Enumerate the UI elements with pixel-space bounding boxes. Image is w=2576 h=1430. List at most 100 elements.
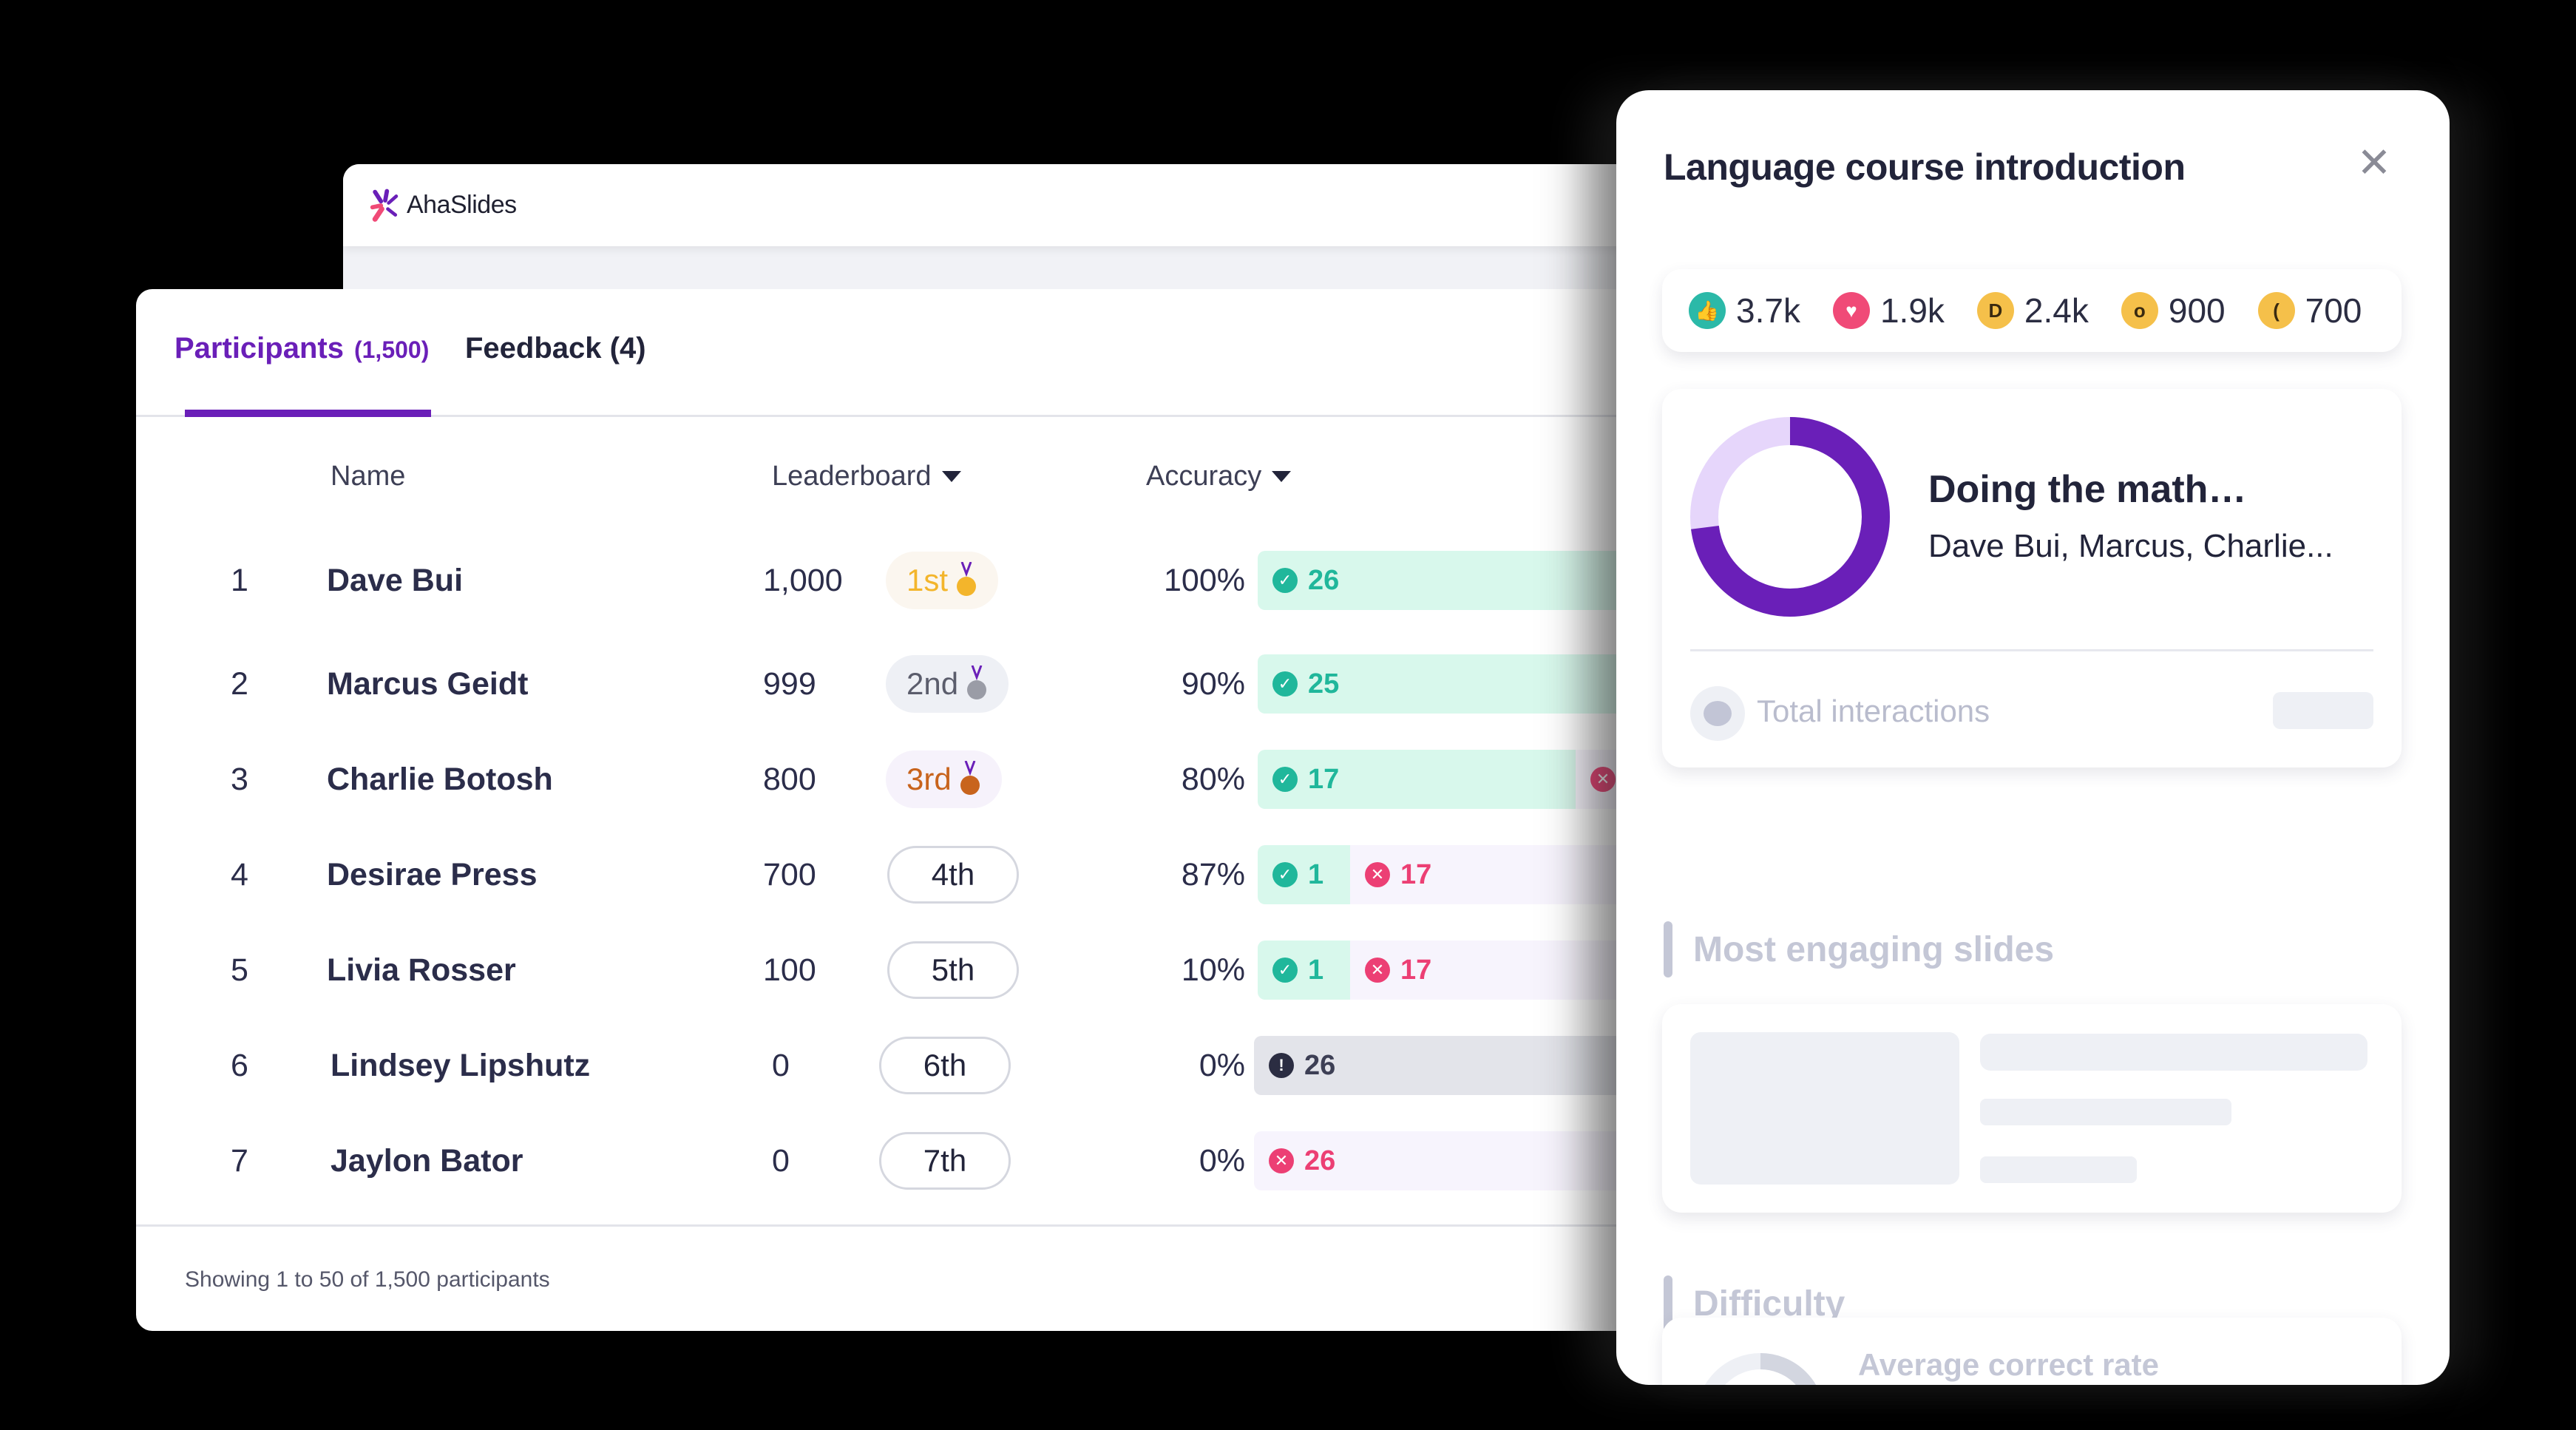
row-accuracy: 100%	[1164, 562, 1245, 598]
row-name: Jaylon Bator	[331, 1142, 523, 1179]
bronze-medal-icon	[960, 761, 980, 795]
row-rank: 5	[231, 952, 248, 988]
total-interactions-label: Total interactions	[1757, 694, 1990, 728]
wrong-count: 26	[1304, 1145, 1336, 1176]
progress-donut-icon	[1690, 417, 1890, 617]
column-header-accuracy[interactable]: Accuracy	[1146, 461, 1292, 492]
tab-participants-label: Participants	[174, 332, 344, 365]
answer-bar: ✓ 17 ✕	[1258, 746, 1622, 813]
laughing-icon: D	[1976, 292, 2014, 329]
close-icon[interactable]: ✕	[2356, 139, 2392, 186]
row-name: Lindsey Lipshutz	[331, 1047, 591, 1083]
correct-segment: ✓ 26	[1258, 551, 1622, 610]
row-name: Charlie Botosh	[327, 761, 553, 797]
wrong-segment: ✕ 26	[1254, 1131, 1619, 1190]
pagination-summary: Showing 1 to 50 of 1,500 participants	[185, 1267, 550, 1292]
reaction-love: ♥ 1.9k	[1832, 291, 1945, 331]
tab-bar: Participants (1,500) Feedback (4)	[136, 289, 1622, 417]
surprised-icon: o	[2121, 292, 2158, 329]
check-circle-icon: ✓	[1272, 671, 1298, 697]
table-row[interactable]: 6 Lindsey Lipshutz 0 6th 0% ! 26	[136, 1032, 1622, 1099]
x-circle-icon: ✕	[1590, 767, 1616, 792]
thumbs-up-icon: 👍	[1689, 292, 1726, 329]
exclamation-circle-icon: !	[1269, 1053, 1294, 1078]
card-divider	[1690, 649, 2373, 651]
column-header-leaderboard[interactable]: Leaderboard	[772, 461, 961, 492]
participants-card: Participants (1,500) Feedback (4) Name Le…	[136, 289, 1622, 1331]
unanswered-count: 26	[1304, 1049, 1336, 1081]
row-place: 7th	[879, 1128, 1011, 1194]
total-interactions-placeholder	[2273, 692, 2373, 729]
row-accuracy: 0%	[1199, 1047, 1245, 1083]
section-accent	[1664, 1275, 1672, 1332]
row-place: 2nd	[886, 651, 1009, 717]
reaction-count: 900	[2168, 291, 2226, 330]
place-label: 3rd	[906, 762, 952, 796]
row-place: 5th	[887, 937, 1019, 1003]
text-placeholder	[1980, 1034, 2367, 1071]
ahaslides-logo-icon	[370, 189, 399, 222]
column-accuracy-label: Accuracy	[1146, 461, 1262, 492]
correct-count: 25	[1308, 668, 1340, 699]
table-row[interactable]: 5 Livia Rosser 100 5th 10% ✓ 1 ✕ 17	[136, 937, 1622, 1003]
sad-icon: (	[2257, 292, 2295, 329]
row-score: 700	[763, 856, 816, 892]
row-rank: 2	[231, 665, 248, 702]
row-accuracy: 10%	[1181, 952, 1245, 988]
row-score: 0	[772, 1142, 790, 1179]
row-place: 4th	[887, 841, 1019, 908]
app-header: AhaSlides	[343, 164, 1644, 246]
reaction-count: 2.4k	[2024, 291, 2089, 330]
answer-bar: ✓ 1 ✕ 17	[1258, 937, 1622, 1003]
correct-segment: ✓ 25	[1258, 654, 1622, 714]
row-accuracy: 90%	[1181, 665, 1245, 702]
difficulty-card: Average correct rate	[1662, 1318, 2402, 1385]
column-header-name: Name	[331, 461, 405, 492]
active-tab-indicator	[185, 410, 431, 417]
row-score: 999	[763, 665, 816, 702]
wrong-segment: ✕ 17	[1350, 845, 1622, 904]
tab-participants-count: (1,500)	[353, 336, 430, 363]
place-badge: 6th	[879, 1037, 1011, 1094]
correct-segment: ✓ 1	[1258, 941, 1350, 1000]
section-most-engaging: Most engaging slides	[1664, 921, 2054, 977]
row-score: 0	[772, 1047, 790, 1083]
check-circle-icon: ✓	[1272, 767, 1298, 792]
row-name: Desirae Press	[327, 856, 538, 892]
table-row[interactable]: 2 Marcus Geidt 999 2nd 90% ✓ 25	[136, 651, 1622, 717]
row-accuracy: 87%	[1181, 856, 1245, 892]
gold-medal-icon	[957, 562, 977, 596]
sort-caret-icon	[1272, 471, 1292, 482]
tab-feedback[interactable]: Feedback (4)	[465, 332, 646, 365]
x-circle-icon: ✕	[1365, 958, 1390, 983]
math-title: Doing the math…	[1928, 468, 2247, 511]
answer-bar: ✓ 26	[1258, 547, 1622, 614]
heart-icon: ♥	[1832, 292, 1870, 329]
wrong-count: 17	[1400, 858, 1432, 890]
answer-bar: ✓ 25	[1258, 651, 1622, 717]
correct-segment: ✓ 17	[1258, 750, 1576, 809]
place-badge: 2nd	[886, 655, 1009, 713]
table-row[interactable]: 3 Charlie Botosh 800 3rd 80% ✓ 17 ✕	[136, 746, 1622, 813]
table-row[interactable]: 7 Jaylon Bator 0 7th 0% ✕ 26	[136, 1128, 1622, 1194]
check-circle-icon: ✓	[1272, 568, 1298, 593]
row-name: Livia Rosser	[327, 952, 516, 988]
logo[interactable]: AhaSlides	[368, 189, 517, 223]
math-card: Doing the math… Dave Bui, Marcus, Charli…	[1662, 389, 2402, 767]
place-badge: 4th	[887, 846, 1019, 904]
place-label: 2nd	[906, 666, 959, 701]
x-circle-icon: ✕	[1365, 862, 1390, 887]
check-circle-icon: ✓	[1272, 958, 1298, 983]
table-row[interactable]: 4 Desirae Press 700 4th 87% ✓ 1 ✕ 17	[136, 841, 1622, 908]
correct-rate-donut-icon	[1696, 1353, 1825, 1385]
answer-bar: ✓ 1 ✕ 17	[1258, 841, 1622, 908]
wrong-segment: ✕ 17	[1350, 941, 1622, 1000]
table-row[interactable]: 1 Dave Bui 1,000 1st 100% ✓ 26	[136, 547, 1622, 614]
panel-title: Language course introduction	[1664, 146, 2186, 188]
text-placeholder	[1980, 1156, 2137, 1183]
place-badge: 1st	[886, 552, 999, 609]
correct-count: 26	[1308, 564, 1340, 596]
correct-count: 1	[1308, 858, 1324, 890]
tab-participants[interactable]: Participants (1,500)	[174, 332, 429, 365]
reaction-haha: D 2.4k	[1976, 291, 2089, 331]
